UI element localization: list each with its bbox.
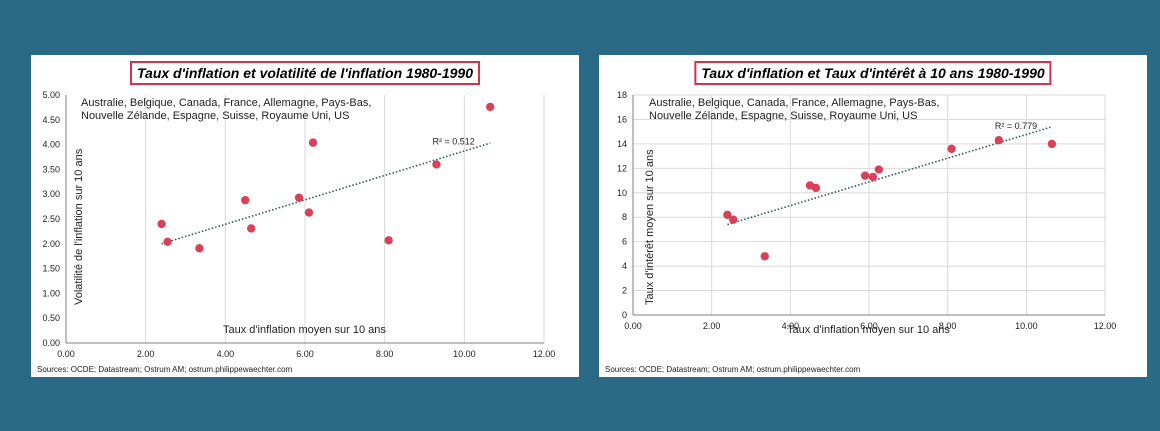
y-tick-label: 4.00 <box>42 140 60 150</box>
data-point <box>163 237 172 247</box>
x-tick-label: 4.00 <box>217 349 235 359</box>
chart-panel-interest-rate: 0 2 4 6 8 10 12 14 16 18 0.00 2.00 4.00 6.00 8.00 10.00… <box>599 55 1147 377</box>
data-point <box>195 244 204 253</box>
x-tick-label: 8.00 <box>939 321 957 331</box>
data-point <box>947 144 956 153</box>
y-tick-label: 2 <box>622 286 627 296</box>
x-tick-label: 2.00 <box>703 321 721 331</box>
x-tick-label: 6.00 <box>296 349 314 359</box>
data-point <box>384 236 393 245</box>
x-axis-label: Taux d'inflation moyen sur 10 ans <box>223 324 386 336</box>
y-tick-label: 18 <box>617 90 627 100</box>
country-list-line-1: Australie, Belgique, Canada, France, All… <box>649 97 940 109</box>
y-tick-label: 6 <box>622 237 627 247</box>
data-point <box>723 210 732 219</box>
y-tick-label: 5.00 <box>42 90 60 100</box>
y-tick-label: 3.50 <box>42 164 60 174</box>
data-point <box>1047 139 1057 149</box>
data-point <box>811 183 821 193</box>
data-point <box>157 219 166 229</box>
source-note: Sources: OCDE; Datastream; Ostrum AM; os… <box>605 365 861 374</box>
source-note: Sources: OCDE; Datastream; Ostrum AM; os… <box>37 365 293 374</box>
x-tick-label: 0.00 <box>57 349 75 359</box>
x-tick-label: 10.00 <box>453 349 476 359</box>
y-tick-label: 10 <box>617 188 627 198</box>
y-tick-label: 0.00 <box>42 338 60 348</box>
y-tick-label: 1.00 <box>42 288 60 298</box>
x-tick-label: 2.00 <box>137 349 155 359</box>
x-axis-label: Taux d'inflation moyen sur 10 ans <box>787 324 950 336</box>
scatter-chart-interest-rate: 0 2 4 6 8 10 12 14 16 18 0.00 2.00 4.00 6.00 8.00 10.00… <box>617 90 1117 331</box>
x-tick-label: 12.00 <box>533 349 556 359</box>
data-point <box>868 172 878 182</box>
y-tick-label: 1.50 <box>42 264 60 274</box>
country-list: Australie, Belgique, Canada, France, All… <box>81 97 371 123</box>
y-tick-label: 8 <box>622 212 627 222</box>
trendline <box>161 142 491 245</box>
country-list-line-2: Nouvelle Zélande, Espagne, Suisse, Royau… <box>649 110 918 122</box>
country-list-line-2: Nouvelle Zélande, Espagne, Suisse, Royau… <box>81 110 350 122</box>
x-tick-label: 6.00 <box>860 321 878 331</box>
data-point <box>874 165 884 174</box>
data-point <box>304 208 314 217</box>
data-point <box>241 195 250 205</box>
y-tick-label: 4.50 <box>42 115 60 125</box>
r-squared-label: R² = 0.779 <box>995 121 1037 131</box>
chart-panel-volatility: 0.00 0.50 1.00 1.50 2.00 2.50 3.00 3.50 4.00 4.50… <box>31 55 579 377</box>
y-tick-label: 14 <box>617 139 627 149</box>
country-list: Australie, Belgique, Canada, France, All… <box>649 97 939 123</box>
y-tick-label: 2.00 <box>42 239 60 249</box>
y-tick-label: 12 <box>617 163 627 173</box>
trendline <box>727 126 1053 226</box>
y-tick-label: 3.00 <box>42 189 60 199</box>
data-point <box>729 215 738 224</box>
data-point <box>486 102 495 112</box>
x-tick-label: 4.00 <box>782 321 800 331</box>
y-axis-label: Volatilité de l'inflation sur 10 ans <box>73 148 85 305</box>
y-tick-label: 16 <box>617 114 627 124</box>
data-point <box>308 138 318 147</box>
y-axis-label: Taux d'intérêt moyen sur 10 ans <box>644 149 656 305</box>
data-point <box>247 224 256 233</box>
chart-title: Taux d'inflation et volatilité de l'infl… <box>130 61 480 85</box>
chart-title: Taux d'inflation et Taux d'intérêt à 10 … <box>694 61 1052 85</box>
x-tick-label: 0.00 <box>624 321 642 331</box>
data-point <box>860 171 870 180</box>
x-tick-label: 10.00 <box>1015 321 1038 331</box>
x-tick-label: 12.00 <box>1094 321 1117 331</box>
data-point <box>994 136 1003 145</box>
scatter-chart-volatility: 0.00 0.50 1.00 1.50 2.00 2.50 3.00 3.50 4.00 4.50… <box>42 90 556 359</box>
data-point <box>432 160 441 169</box>
y-tick-label: 2.50 <box>42 214 60 224</box>
r-squared-label: R² = 0.512 <box>432 137 474 147</box>
y-tick-label: 0 <box>622 310 627 320</box>
x-tick-label: 8.00 <box>376 349 394 359</box>
y-tick-label: 0.50 <box>42 313 60 323</box>
y-tick-label: 4 <box>622 261 627 271</box>
country-list-line-1: Australie, Belgique, Canada, France, All… <box>81 97 372 109</box>
data-point <box>294 193 304 202</box>
data-point <box>760 252 769 261</box>
